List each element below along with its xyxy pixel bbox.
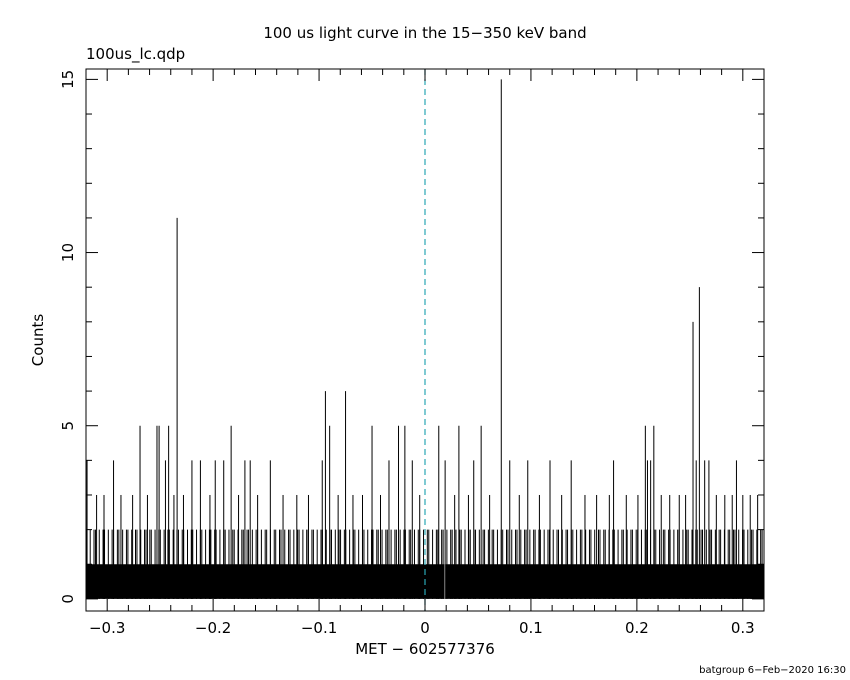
x-tick-label: −0.1 [301,619,337,637]
x-tick-label: 0.2 [625,619,649,637]
footer-stamp: batgroup 6−Feb−2020 16:30 [699,665,846,676]
zero-count-gap [444,564,446,599]
x-tick-label: 0 [420,619,430,637]
x-tick-label: −0.3 [89,619,125,637]
file-label: 100us_lc.qdp [86,45,185,64]
y-tick-label: 10 [59,243,77,262]
x-tick-label: 0.1 [519,619,543,637]
chart-title: 100 us light curve in the 15−350 keV ban… [263,24,586,42]
y-tick-label: 0 [59,594,77,604]
y-tick-labels: 0 5 10 15 [59,70,77,604]
y-axis-label: Counts [29,314,47,367]
x-tick-label: 0.3 [731,619,755,637]
x-axis-label: MET − 602577376 [355,640,495,658]
y-tick-label: 5 [59,421,77,431]
x-tick-labels: −0.3 −0.2 −0.1 0 0.1 0.2 0.3 [89,619,755,637]
y-tick-label: 15 [59,70,77,89]
x-tick-label: −0.2 [195,619,231,637]
axis-ticks [85,69,765,611]
